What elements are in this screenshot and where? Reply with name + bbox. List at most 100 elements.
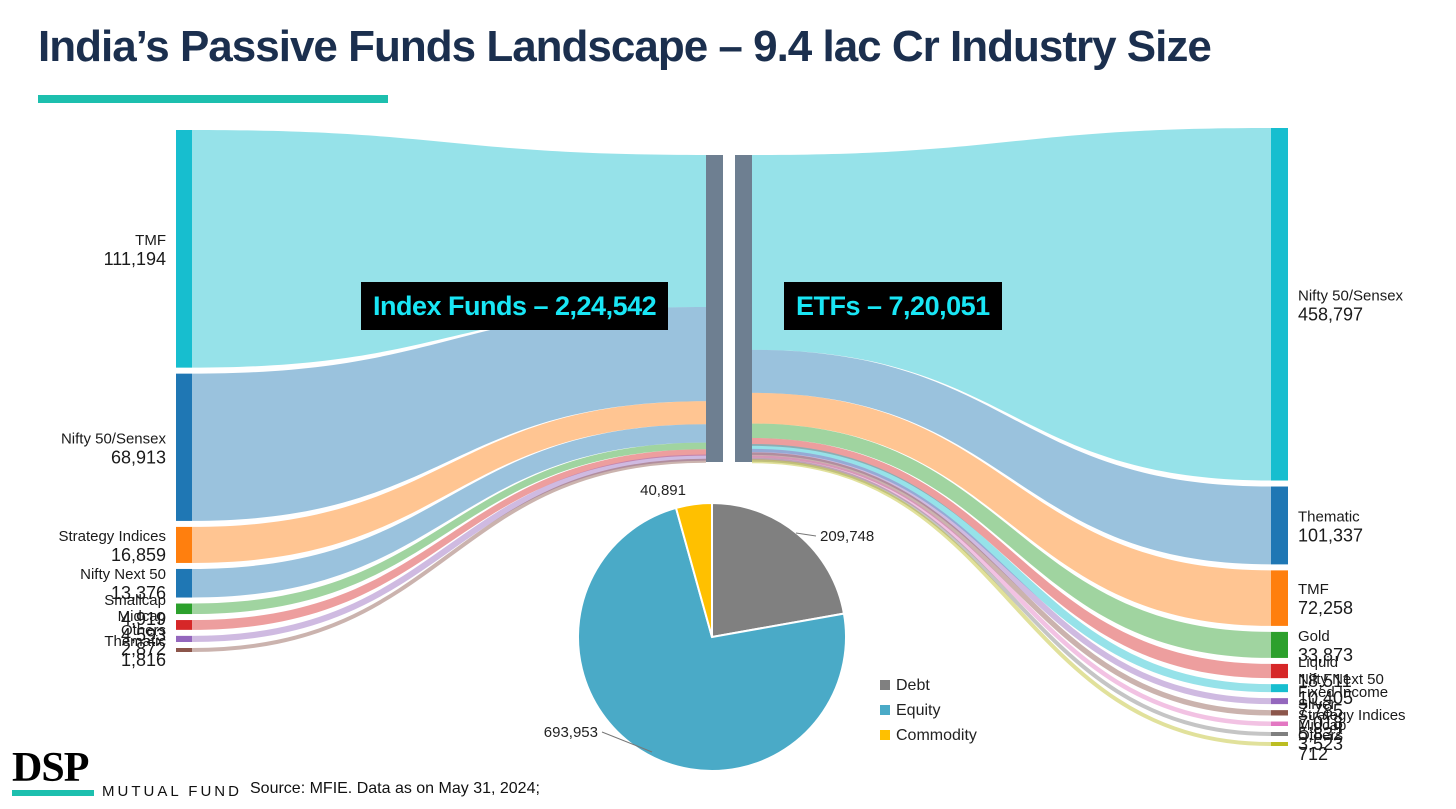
etf-nodes <box>1271 128 1288 746</box>
etf-node-silver <box>1271 710 1288 716</box>
index-value-strategy-indices: 16,859 <box>111 545 166 565</box>
logo-bar <box>12 790 94 796</box>
etf-node-nifty-50-sensex <box>1271 128 1288 481</box>
etf-value-silver: 7,018 <box>1298 713 1343 733</box>
logo-subtitle: MUTUAL FUND <box>102 783 242 800</box>
legend-swatch-commodity <box>880 730 890 740</box>
pie-slice-commodity <box>674 501 713 638</box>
index-label-smallcap: Smallcap <box>104 592 166 609</box>
index-node-midcap <box>176 620 192 630</box>
index-node-tmf <box>176 130 192 368</box>
etf-links <box>751 128 1272 746</box>
index-value-nifty-50-sensex: 68,913 <box>111 447 166 467</box>
etf-node-nifty-next-50 <box>1271 684 1288 693</box>
index-value-tmf: 111,194 <box>104 249 166 269</box>
logo-text: DSP <box>12 745 89 791</box>
etf-link-tmf <box>752 392 1271 626</box>
etf-link-midcap <box>751 457 1272 736</box>
index-value-others: 2,872 <box>121 639 166 659</box>
etf-node-thematic <box>1271 486 1288 565</box>
index-link-thematic <box>191 458 707 652</box>
index-value-midcap: 4,593 <box>121 625 166 645</box>
etf-label-gold: Gold <box>1298 628 1330 645</box>
etf-label-midcap: Midcap <box>1298 717 1346 734</box>
index-node-others <box>176 635 192 642</box>
etf-link-nifty-50-sensex <box>752 128 1271 481</box>
index-funds-nodes <box>176 130 192 652</box>
hub-bars <box>706 155 752 462</box>
etf-node-fixed-income <box>1271 698 1288 705</box>
index-label-thematic: Thematic <box>104 633 166 650</box>
index-node-strategy-indices <box>176 526 192 563</box>
index-label-nifty-next-50: Nifty Next 50 <box>80 566 166 583</box>
index-node-nifty-next-50 <box>176 568 192 598</box>
source-note: Source: MFIE. Data as on May 31, 2024; <box>250 780 540 797</box>
index-link-midcap <box>192 449 706 630</box>
dsp-logo: DSP <box>12 745 94 796</box>
etf-link-liquid <box>752 437 1271 679</box>
index-funds-callout: Index Funds – 2,24,542 <box>361 282 669 330</box>
pie-leader-equity <box>601 731 653 753</box>
index-value-thematic: 1,816 <box>121 650 166 670</box>
index-value-nifty-next-50: 13,376 <box>111 583 166 603</box>
pie-slice-debt <box>711 501 846 639</box>
pie-label-equity: 693,953 <box>544 724 598 741</box>
etf-node-tmf <box>1271 570 1288 626</box>
legend-label-debt: Debt <box>896 677 930 694</box>
pie-label-commodity: 40,891 <box>640 482 686 499</box>
etf-value-fixed-income: 7,785 <box>1298 701 1343 721</box>
etf-value-strategy-indices: 5,832 <box>1298 724 1343 744</box>
index-funds-links <box>191 130 707 652</box>
etf-node-liquid <box>1271 663 1288 679</box>
etf-label-nifty-next-50: Nifty Next 50 <box>1298 671 1384 688</box>
index-link-others <box>191 454 707 642</box>
legend-swatch-equity <box>880 705 890 715</box>
etf-value-thematic: 101,337 <box>1298 525 1363 545</box>
legend-swatch-debt <box>880 680 890 690</box>
etf-value-gold: 33,873 <box>1298 645 1353 665</box>
etf-link-nifty-next-50 <box>751 444 1272 693</box>
etf-value-liquid: 18,511 <box>1298 671 1352 691</box>
index-label-midcap: Midcap <box>118 608 166 625</box>
etf-value-midcap: 3,523 <box>1298 734 1343 754</box>
title-underline <box>38 95 388 103</box>
etf-node-midcap <box>1271 732 1288 736</box>
etfs-hub <box>735 155 752 462</box>
etf-label-strategy-indices: Strategy Indices <box>1298 707 1406 724</box>
etf-label-nifty-50-sensex: Nifty 50/Sensex <box>1298 287 1404 304</box>
etf-node-others <box>1271 742 1288 746</box>
etf-label-thematic: Thematic <box>1298 508 1360 525</box>
etfs-callout: ETFs – 7,20,051 <box>784 282 1002 330</box>
index-link-strategy-indices <box>192 401 706 563</box>
pie-label-debt: 209,748 <box>820 528 874 545</box>
etf-node-strategy-indices <box>1271 721 1288 726</box>
index-node-smallcap <box>176 603 192 615</box>
index-label-tmf: TMF <box>135 232 166 249</box>
etf-link-thematic <box>752 349 1271 565</box>
etf-label-fixed-income: Fixed Income <box>1298 684 1388 701</box>
index-value-smallcap: 4,919 <box>121 609 166 629</box>
etf-link-silver <box>751 452 1272 716</box>
etf-value-nifty-next-50: 10,405 <box>1298 688 1353 708</box>
legend-label-equity: Equity <box>896 702 940 719</box>
etf-value-tmf: 72,258 <box>1298 598 1353 618</box>
index-label-others: Others <box>121 622 166 639</box>
etf-node-gold <box>1271 631 1288 658</box>
etf-label-others: Others <box>1298 727 1343 744</box>
etf-link-strategy-indices <box>751 455 1272 726</box>
legend-label-commodity: Commodity <box>896 727 977 744</box>
pie-legend: Debt Equity Commodity <box>880 677 977 744</box>
etf-label-tmf: TMF <box>1298 581 1329 598</box>
pie-slice-equity <box>577 506 847 772</box>
pie-leader-debt <box>795 532 817 537</box>
index-funds-hub <box>706 155 723 462</box>
index-node-nifty-50-sensex <box>176 373 192 521</box>
index-label-nifty-50-sensex: Nifty 50/Sensex <box>61 430 167 447</box>
etf-value-nifty-50-sensex: 458,797 <box>1298 304 1363 324</box>
category-pie: 209,748 693,953 40,891 <box>544 482 874 775</box>
etf-link-fixed-income <box>751 448 1272 705</box>
etf-link-gold <box>752 423 1271 658</box>
